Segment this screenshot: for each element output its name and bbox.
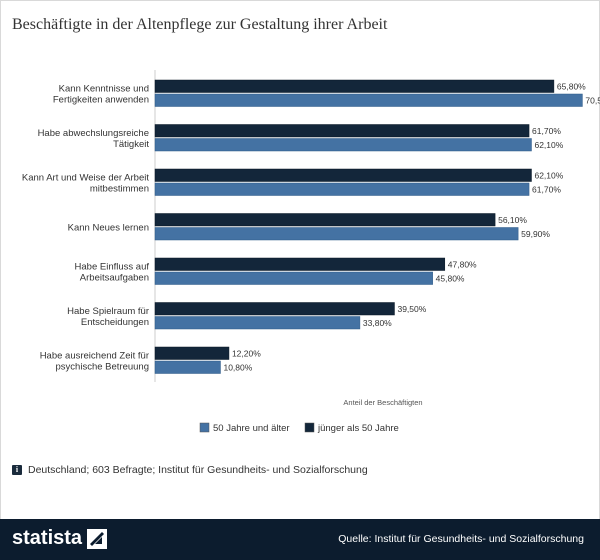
- category-label: Habe Spielraum für: [67, 306, 149, 317]
- data-label: 45,80%: [436, 274, 465, 284]
- category-label: Fertigkeiten anwenden: [53, 94, 149, 105]
- data-label: 62,10%: [534, 171, 563, 181]
- bar-under-50: [154, 213, 496, 227]
- data-label: 61,70%: [532, 185, 561, 195]
- category-label: Habe Einfluss auf: [75, 261, 150, 272]
- data-label: 62,10%: [534, 140, 563, 150]
- bar-under-50: [154, 79, 555, 93]
- bar-50-plus: [154, 360, 221, 374]
- category-label: Habe abwechslungsreiche: [38, 128, 149, 139]
- bar-under-50: [154, 124, 530, 138]
- bar-50-plus: [154, 316, 361, 330]
- legend-label: 50 Jahre und älter: [213, 423, 290, 434]
- bar-50-plus: [154, 271, 433, 285]
- category-label: Kann Art und Weise der Arbeit: [22, 172, 149, 183]
- data-label: 39,50%: [397, 304, 426, 314]
- data-label: 12,20%: [232, 349, 261, 359]
- bar-under-50: [154, 346, 230, 360]
- data-label: 65,80%: [557, 82, 586, 92]
- bar-50-plus: [154, 93, 583, 107]
- bar-50-plus: [154, 138, 532, 152]
- bar-50-plus: [154, 227, 519, 241]
- data-label: 56,10%: [498, 215, 527, 225]
- logo-mark-icon: [87, 528, 108, 549]
- data-label: 10,80%: [223, 363, 252, 373]
- data-label: 61,70%: [532, 126, 561, 136]
- category-label: Tätigkeit: [113, 139, 149, 150]
- category-label: Kann Neues lernen: [68, 222, 149, 233]
- footer-bar: statista Quelle: Institut für Gesundheit…: [0, 519, 600, 560]
- bar-under-50: [154, 302, 395, 316]
- legend-swatch: [304, 422, 315, 433]
- bar-under-50: [154, 257, 446, 271]
- footnote-text: Deutschland; 603 Befragte; Institut für …: [28, 464, 368, 476]
- info-icon[interactable]: i: [12, 465, 22, 475]
- bar-under-50: [154, 168, 532, 182]
- category-label: Arbeitsaufgaben: [80, 272, 149, 283]
- legend-label: jünger als 50 Jahre: [317, 423, 399, 434]
- category-label: Entscheidungen: [81, 317, 149, 328]
- footnote: i Deutschland; 603 Befragte; Institut fü…: [12, 463, 368, 477]
- data-label: 70,50%: [585, 96, 600, 106]
- data-label: 33,80%: [363, 318, 392, 328]
- category-label: mitbestimmen: [90, 183, 149, 194]
- statista-logo[interactable]: statista: [12, 527, 108, 550]
- x-axis-label: Anteil der Beschäftigten: [343, 398, 422, 407]
- category-label: Habe ausreichend Zeit für: [40, 350, 149, 361]
- category-label: Kann Kenntnisse und: [59, 83, 149, 94]
- data-label: 59,90%: [521, 229, 550, 239]
- logo-text: statista: [12, 527, 83, 549]
- category-label: psychische Betreuung: [56, 361, 149, 372]
- bar-50-plus: [154, 182, 530, 196]
- chart-title: Beschäftigte in der Altenpflege zur Gest…: [12, 16, 388, 33]
- source-text: Quelle: Institut für Gesundheits- und So…: [338, 533, 584, 545]
- legend-swatch: [199, 422, 210, 433]
- data-label: 47,80%: [448, 260, 477, 270]
